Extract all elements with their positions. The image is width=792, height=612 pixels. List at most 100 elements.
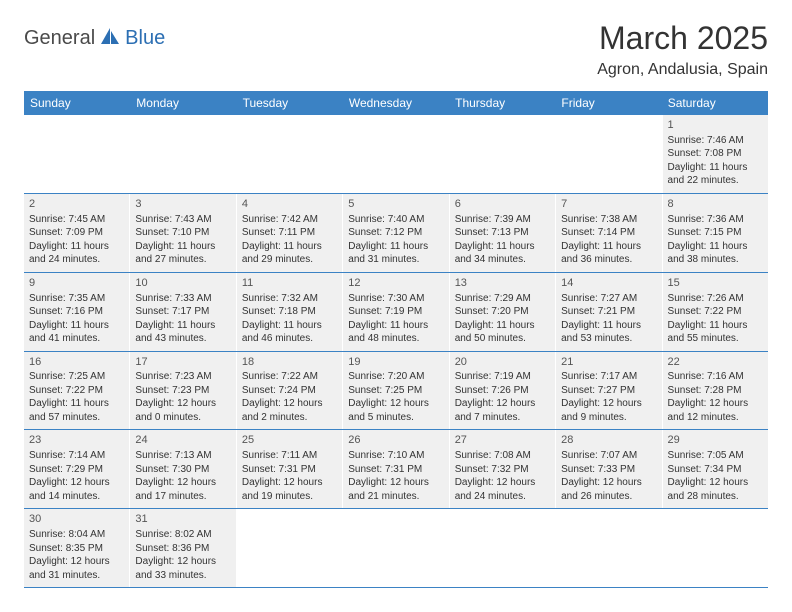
day-number: 24 — [135, 433, 230, 448]
day-cell: 3Sunrise: 7:43 AMSunset: 7:10 PMDaylight… — [130, 194, 236, 272]
sunrise-line: Sunrise: 7:39 AM — [455, 213, 550, 227]
sunrise-line: Sunrise: 7:36 AM — [668, 213, 763, 227]
daylight-line: Daylight: 11 hours and 38 minutes. — [668, 240, 763, 267]
sunrise-line: Sunrise: 7:27 AM — [561, 292, 656, 306]
day-cell: 30Sunrise: 8:04 AMSunset: 8:35 PMDayligh… — [24, 509, 130, 587]
sunrise-line: Sunrise: 7:26 AM — [668, 292, 763, 306]
month-title: March 2025 — [597, 20, 768, 57]
day-cell: 11Sunrise: 7:32 AMSunset: 7:18 PMDayligh… — [237, 273, 343, 351]
sunrise-line: Sunrise: 8:04 AM — [29, 528, 124, 542]
sunset-line: Sunset: 7:10 PM — [135, 226, 230, 240]
week-row: 16Sunrise: 7:25 AMSunset: 7:22 PMDayligh… — [24, 352, 768, 431]
sunset-line: Sunset: 7:08 PM — [668, 147, 763, 161]
day-number: 31 — [135, 512, 230, 527]
day-cell: 28Sunrise: 7:07 AMSunset: 7:33 PMDayligh… — [556, 430, 662, 508]
day-number: 6 — [455, 197, 550, 212]
sunset-line: Sunset: 7:28 PM — [668, 384, 763, 398]
daylight-line: Daylight: 12 hours and 0 minutes. — [135, 397, 230, 424]
logo-text-general: General — [24, 27, 95, 50]
day-cell: 5Sunrise: 7:40 AMSunset: 7:12 PMDaylight… — [343, 194, 449, 272]
day-cell: 15Sunrise: 7:26 AMSunset: 7:22 PMDayligh… — [663, 273, 768, 351]
sunrise-line: Sunrise: 7:32 AM — [242, 292, 337, 306]
day-number: 17 — [135, 355, 230, 370]
day-number: 15 — [668, 276, 763, 291]
sunrise-line: Sunrise: 7:35 AM — [29, 292, 124, 306]
day-number: 22 — [668, 355, 763, 370]
daylight-line: Daylight: 11 hours and 48 minutes. — [348, 319, 443, 346]
sunrise-line: Sunrise: 7:33 AM — [135, 292, 230, 306]
day-number: 1 — [668, 118, 763, 133]
day-cell: 16Sunrise: 7:25 AMSunset: 7:22 PMDayligh… — [24, 352, 130, 430]
sunset-line: Sunset: 7:09 PM — [29, 226, 124, 240]
day-cell: 23Sunrise: 7:14 AMSunset: 7:29 PMDayligh… — [24, 430, 130, 508]
day-cell: 14Sunrise: 7:27 AMSunset: 7:21 PMDayligh… — [556, 273, 662, 351]
daylight-line: Daylight: 12 hours and 9 minutes. — [561, 397, 656, 424]
day-cell — [556, 509, 662, 587]
day-cell: 29Sunrise: 7:05 AMSunset: 7:34 PMDayligh… — [663, 430, 768, 508]
daylight-line: Daylight: 11 hours and 53 minutes. — [561, 319, 656, 346]
sunrise-line: Sunrise: 7:25 AM — [29, 370, 124, 384]
day-cell — [343, 115, 449, 193]
day-number: 30 — [29, 512, 124, 527]
sunset-line: Sunset: 7:27 PM — [561, 384, 656, 398]
sunrise-line: Sunrise: 7:22 AM — [242, 370, 337, 384]
sunrise-line: Sunrise: 7:30 AM — [348, 292, 443, 306]
day-cell: 7Sunrise: 7:38 AMSunset: 7:14 PMDaylight… — [556, 194, 662, 272]
day-number: 5 — [348, 197, 443, 212]
day-number: 19 — [348, 355, 443, 370]
daylight-line: Daylight: 12 hours and 17 minutes. — [135, 476, 230, 503]
daylight-line: Daylight: 11 hours and 29 minutes. — [242, 240, 337, 267]
weekday-header: Sunday — [24, 91, 130, 115]
daylight-line: Daylight: 12 hours and 28 minutes. — [668, 476, 763, 503]
daylight-line: Daylight: 12 hours and 12 minutes. — [668, 397, 763, 424]
day-cell: 26Sunrise: 7:10 AMSunset: 7:31 PMDayligh… — [343, 430, 449, 508]
day-number: 23 — [29, 433, 124, 448]
sunrise-line: Sunrise: 7:05 AM — [668, 449, 763, 463]
weekday-header-row: SundayMondayTuesdayWednesdayThursdayFrid… — [24, 91, 768, 115]
logo: General Blue — [24, 26, 165, 51]
day-number: 2 — [29, 197, 124, 212]
sunrise-line: Sunrise: 8:02 AM — [135, 528, 230, 542]
daylight-line: Daylight: 12 hours and 26 minutes. — [561, 476, 656, 503]
sunset-line: Sunset: 7:20 PM — [455, 305, 550, 319]
sunrise-line: Sunrise: 7:46 AM — [668, 134, 763, 148]
daylight-line: Daylight: 12 hours and 24 minutes. — [455, 476, 550, 503]
day-cell: 22Sunrise: 7:16 AMSunset: 7:28 PMDayligh… — [663, 352, 768, 430]
sunset-line: Sunset: 7:25 PM — [348, 384, 443, 398]
weekday-header: Wednesday — [343, 91, 449, 115]
week-row: 30Sunrise: 8:04 AMSunset: 8:35 PMDayligh… — [24, 509, 768, 588]
day-number: 18 — [242, 355, 337, 370]
sunrise-line: Sunrise: 7:38 AM — [561, 213, 656, 227]
day-cell: 18Sunrise: 7:22 AMSunset: 7:24 PMDayligh… — [237, 352, 343, 430]
header: General Blue March 2025 Agron, Andalusia… — [24, 20, 768, 79]
week-row: 9Sunrise: 7:35 AMSunset: 7:16 PMDaylight… — [24, 273, 768, 352]
calendar-page: General Blue March 2025 Agron, Andalusia… — [0, 0, 792, 608]
sail-icon — [99, 26, 121, 51]
sunset-line: Sunset: 8:36 PM — [135, 542, 230, 556]
sunset-line: Sunset: 7:15 PM — [668, 226, 763, 240]
day-number: 27 — [455, 433, 550, 448]
sunset-line: Sunset: 7:23 PM — [135, 384, 230, 398]
weekday-header: Saturday — [662, 91, 768, 115]
sunrise-line: Sunrise: 7:13 AM — [135, 449, 230, 463]
daylight-line: Daylight: 11 hours and 27 minutes. — [135, 240, 230, 267]
day-cell: 31Sunrise: 8:02 AMSunset: 8:36 PMDayligh… — [130, 509, 236, 587]
day-cell: 17Sunrise: 7:23 AMSunset: 7:23 PMDayligh… — [130, 352, 236, 430]
sunrise-line: Sunrise: 7:16 AM — [668, 370, 763, 384]
day-cell: 24Sunrise: 7:13 AMSunset: 7:30 PMDayligh… — [130, 430, 236, 508]
day-number: 26 — [348, 433, 443, 448]
daylight-line: Daylight: 11 hours and 43 minutes. — [135, 319, 230, 346]
daylight-line: Daylight: 11 hours and 34 minutes. — [455, 240, 550, 267]
week-row: 23Sunrise: 7:14 AMSunset: 7:29 PMDayligh… — [24, 430, 768, 509]
day-cell: 6Sunrise: 7:39 AMSunset: 7:13 PMDaylight… — [450, 194, 556, 272]
calendar-grid: SundayMondayTuesdayWednesdayThursdayFrid… — [24, 91, 768, 588]
day-number: 25 — [242, 433, 337, 448]
week-row: 2Sunrise: 7:45 AMSunset: 7:09 PMDaylight… — [24, 194, 768, 273]
sunrise-line: Sunrise: 7:08 AM — [455, 449, 550, 463]
day-number: 13 — [455, 276, 550, 291]
day-number: 16 — [29, 355, 124, 370]
sunset-line: Sunset: 7:31 PM — [242, 463, 337, 477]
sunset-line: Sunset: 7:18 PM — [242, 305, 337, 319]
day-number: 20 — [455, 355, 550, 370]
sunrise-line: Sunrise: 7:40 AM — [348, 213, 443, 227]
